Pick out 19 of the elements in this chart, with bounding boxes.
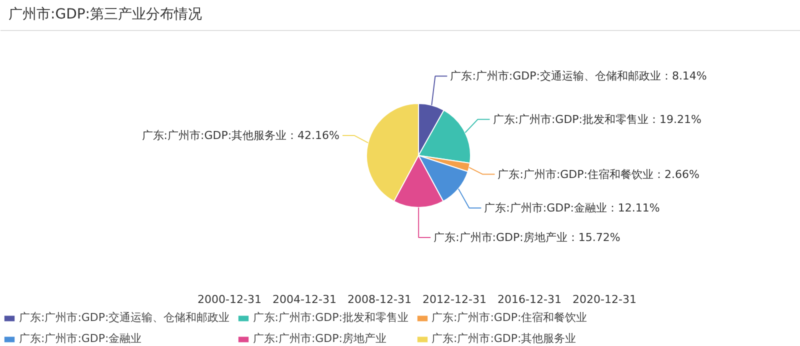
text: 2016-12-31 [498, 293, 562, 306]
category-label: 广东:广州市:GDP:批发和零售业：19.21% [492, 112, 702, 126]
category-label: 广东:广州市:GDP:房地产业：15.72% [434, 231, 620, 244]
legend-label: 广东:广州市:GDP:房地产业 [252, 331, 386, 346]
text: 2008-12-31 [348, 293, 412, 306]
chart-title: 广州市:GDP:第三产业分布情况 [8, 6, 202, 22]
legend-label: 广东:广州市:GDP:批发和零售业 [252, 310, 408, 325]
category-label: 广东:广州市:GDP:住宿和餐饮业：2.66% [498, 168, 700, 181]
category-label: 广东:广州市:GDP:其他服务业：42.16% [142, 129, 340, 142]
legend-label: 广东:广州市:GDP:其他服务业 [432, 331, 576, 346]
text: 2004-12-31 [272, 293, 336, 306]
text: 2000-12-31 [198, 293, 262, 306]
category-label: 广东:广州市:GDP:交通运输、仓储和邮政业：8.14% [450, 70, 707, 83]
text: 2012-12-31 [422, 293, 486, 306]
legend-label: 广东:广州市:GDP:住宿和餐饮业 [432, 310, 588, 325]
legend-label: 广东:广州市:GDP:金融业 [19, 331, 142, 346]
text: 2020-12-31 [572, 293, 636, 306]
category-label: 广东:广州市:GDP:金融业：12.11% [484, 202, 660, 215]
legend-label: 广东:广州市:GDP:交通运输、仓储和邮政业 [19, 310, 230, 325]
